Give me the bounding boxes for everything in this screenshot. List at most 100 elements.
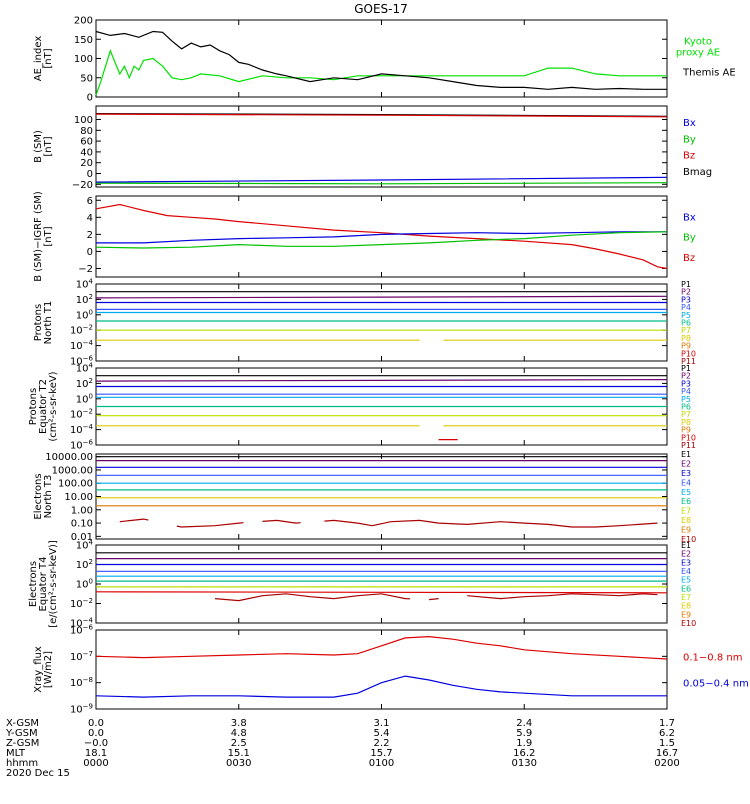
- legend-entry: E4: [681, 567, 691, 576]
- legend-entry: E2: [681, 550, 691, 559]
- legend-entry: P6: [681, 403, 691, 412]
- legend-entry: E8: [681, 516, 691, 525]
- axis-row-value: 4.8: [231, 728, 247, 739]
- legend-entry: By: [683, 134, 696, 145]
- legend-entry: E1: [681, 450, 691, 459]
- legend-entry: E3: [681, 469, 691, 478]
- y-tick-label: 10000.00: [45, 452, 93, 463]
- axis-row-value: 0.0: [88, 718, 104, 729]
- y-tick-label: 0: [87, 169, 93, 180]
- legend-entry: P3: [681, 379, 691, 388]
- panel-frame: [95, 629, 668, 710]
- series-line: [95, 203, 668, 270]
- axis-row-value: 0100: [369, 758, 394, 769]
- y-tick-label: 100: [74, 115, 93, 126]
- y-tick-label: 20: [80, 158, 93, 169]
- y-tick-label: 10−6: [70, 439, 94, 452]
- y-tick-label: 102: [76, 293, 93, 306]
- y-tick-label: 2: [87, 230, 93, 241]
- legend-entry: P1: [681, 364, 691, 373]
- y-axis-label: Electrons: [28, 561, 39, 607]
- axis-row-value: 2.4: [516, 718, 532, 729]
- series-line: [95, 379, 668, 382]
- legend-entry: Bmag: [683, 167, 712, 178]
- legend-entry: By: [683, 233, 696, 244]
- legend-entry: E6: [681, 497, 691, 506]
- y-tick-label: 10−6: [70, 355, 94, 368]
- y-axis-label: B (SM)−IGRF (SM): [33, 191, 44, 282]
- y-axis-label: [e/(cm²-s-sr-keV)]: [48, 540, 59, 628]
- legend-entry: P5: [681, 395, 691, 404]
- legend-entry: E7: [681, 593, 691, 602]
- y-axis-label: North T3: [43, 475, 54, 519]
- y-axis-label: B (SM): [33, 130, 44, 163]
- series-line: [176, 522, 244, 528]
- y-tick-label: 1.00: [71, 505, 93, 516]
- axis-row-value: 6.2: [659, 728, 675, 739]
- y-tick-label: 80: [80, 126, 93, 137]
- y-tick-label: 10−4: [70, 617, 94, 630]
- axis-row-value: 5.4: [374, 728, 390, 739]
- axis-row-value: 3.8: [231, 718, 247, 729]
- legend-entry: P10: [681, 349, 696, 358]
- panel-5: Protons Equator T2 (cm²-s-sr-keV)P1P2P3P4P…: [28, 364, 696, 450]
- legend-entry: Kyoto: [684, 37, 712, 48]
- y-axis-label: North T1: [43, 301, 54, 345]
- y-tick-label: 10−7: [70, 650, 93, 663]
- y-axis-label: Equator T2: [38, 379, 49, 434]
- axis-row-label: MLT: [6, 748, 26, 759]
- legend-entry: P2: [681, 288, 691, 297]
- series-line: [324, 519, 658, 528]
- y-tick-label: 102: [76, 377, 93, 390]
- legend-entry: P11: [681, 441, 696, 450]
- series-line: [262, 519, 301, 524]
- y-tick-label: 10.00: [64, 492, 93, 503]
- legend-entry: P4: [681, 387, 691, 396]
- y-tick-label: 104: [76, 539, 94, 552]
- legend-entry: P1: [681, 280, 691, 289]
- series-line: [95, 675, 667, 698]
- series-line: [95, 591, 668, 594]
- series-line: [95, 182, 668, 185]
- y-tick-label: 0: [87, 247, 93, 258]
- legend-entry: Themis AE: [682, 67, 736, 78]
- axis-row-value: 1.9: [516, 738, 532, 749]
- panel-3: B (SM)−IGRF (SM) [nT] Bx By Bz: [33, 191, 696, 282]
- legend-entry: Bx: [683, 212, 696, 223]
- series-line: [96, 231, 667, 244]
- axis-row-value: 2.2: [374, 738, 390, 749]
- y-tick-label: 10−2: [70, 408, 93, 421]
- legend-entry: E3: [681, 558, 691, 567]
- series-line: [95, 176, 668, 183]
- y-tick-label: 150: [74, 35, 93, 46]
- y-tick-label: 104: [76, 278, 94, 291]
- y-tick-label: 100: [76, 308, 93, 321]
- legend-entry: P3: [681, 295, 691, 304]
- y-axis-label: Protons: [28, 388, 39, 425]
- y-tick-label: 10−8: [70, 676, 93, 689]
- panel-7: Electrons Equator T4 [e/(cm²-s-sr-keV)] E1E…: [28, 540, 696, 628]
- legend-entry: P8: [681, 418, 691, 427]
- series-line: [95, 113, 668, 118]
- series-line: [95, 49, 667, 96]
- y-axis-label: [nT]: [43, 226, 54, 246]
- axis-row-value: 18.1: [85, 748, 107, 759]
- y-tick-label: 100.00: [58, 479, 93, 490]
- legend-entry: P8: [681, 334, 691, 343]
- y-axis-label: (cm²-s-sr-keV): [48, 371, 59, 441]
- axis-row-value: 16.7: [656, 748, 678, 759]
- y-tick-label: 10−2: [70, 324, 93, 337]
- y-tick-label: −20: [72, 180, 93, 191]
- axis-row-value: 15.7: [370, 748, 392, 759]
- legend-entry: P9: [681, 426, 691, 435]
- panel-frame: [95, 105, 668, 188]
- legend-entry: E7: [681, 507, 691, 516]
- series-line: [429, 598, 439, 601]
- legend-entry: P5: [681, 311, 691, 320]
- axis-row-value: 0200: [654, 758, 679, 769]
- series-line: [467, 593, 658, 600]
- legend-entry: P10: [681, 433, 696, 442]
